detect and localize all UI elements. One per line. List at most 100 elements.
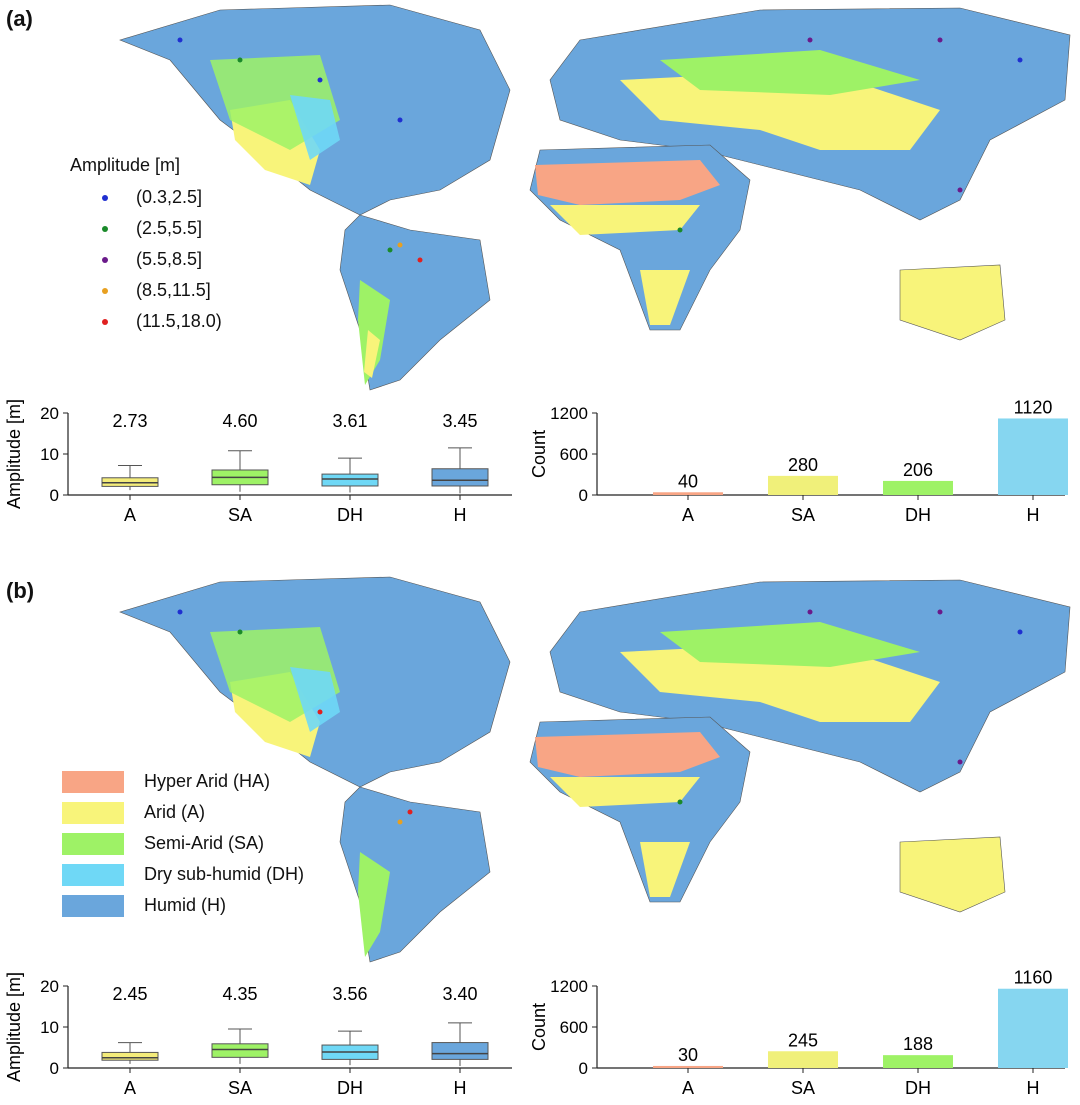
box bbox=[431, 1042, 489, 1060]
x-tick-label: DH bbox=[337, 1078, 363, 1098]
amplitude-legend-label: (0.3,2.5] bbox=[136, 187, 203, 207]
median-label: 3.56 bbox=[332, 984, 367, 1004]
amplitude-legend-swatch bbox=[102, 318, 108, 325]
river-points-a bbox=[177, 37, 1023, 263]
climate-legend-swatch bbox=[62, 863, 124, 886]
x-tick-label: A bbox=[682, 1078, 694, 1098]
x-tick-label: SA bbox=[228, 1078, 252, 1098]
climate-legend-label: Arid (A) bbox=[144, 802, 206, 822]
median-label: 3.45 bbox=[442, 411, 477, 431]
climate-legend-label: Dry sub-humid (DH) bbox=[144, 864, 305, 884]
climate-legend-item: Arid (A) bbox=[62, 797, 352, 828]
amplitude-legend-swatch bbox=[102, 225, 108, 232]
river-points-b bbox=[177, 609, 1023, 825]
y-tick-label: 0 bbox=[50, 486, 59, 505]
x-tick-label: H bbox=[1027, 505, 1040, 525]
bar-value-label: 1160 bbox=[1014, 968, 1053, 988]
y-tick-label: 20 bbox=[40, 404, 59, 423]
climate-legend-label: Hyper Arid (HA) bbox=[144, 771, 271, 791]
amplitude-legend-label: (11.5,18.0) bbox=[136, 311, 222, 331]
amplitude-legend-item: (11.5,18.0) bbox=[70, 306, 310, 337]
y-tick-label: 0 bbox=[579, 486, 588, 505]
x-tick-label: DH bbox=[905, 505, 931, 525]
climate-legend-item: Dry sub-humid (DH) bbox=[62, 859, 352, 890]
x-tick-label: A bbox=[124, 505, 136, 525]
climate-legend-item: Semi-Arid (SA) bbox=[62, 828, 352, 859]
x-tick-label: DH bbox=[337, 505, 363, 525]
amplitude-legend: Amplitude [m] (0.3,2.5] (2.5,5.5] (5.5,8.5… bbox=[70, 155, 310, 337]
median-label: 2.45 bbox=[112, 984, 147, 1004]
amplitude-legend-item: (0.3,2.5] bbox=[70, 182, 310, 213]
bar bbox=[998, 418, 1068, 495]
y-tick-label: 20 bbox=[40, 977, 59, 996]
box bbox=[431, 468, 489, 487]
median-label: 3.61 bbox=[332, 411, 367, 431]
median-label: 4.60 bbox=[222, 411, 257, 431]
x-tick-label: SA bbox=[791, 505, 815, 525]
x-tick-label: H bbox=[454, 1078, 467, 1098]
y-tick-label: 0 bbox=[579, 1059, 588, 1078]
afro-eurasia-landmass-a bbox=[529, 7, 1071, 341]
bar-value-label: 30 bbox=[678, 1045, 698, 1065]
box-plot-b: 0 10 20 Amplitude [m] A SA DH H 2.45 4.35 3.56 3.40 bbox=[4, 972, 512, 1098]
climate-legend-swatch bbox=[62, 832, 124, 855]
box bbox=[211, 1043, 269, 1058]
bar-value-label: 245 bbox=[788, 1030, 818, 1050]
amplitude-legend-label: (8.5,11.5] bbox=[136, 280, 211, 300]
climate-legend-swatch bbox=[62, 801, 124, 824]
x-tick-label: SA bbox=[791, 1078, 815, 1098]
x-tick-label: A bbox=[124, 1078, 136, 1098]
y-axis-label: Amplitude [m] bbox=[4, 399, 24, 509]
amplitude-legend-label: (5.5,8.5] bbox=[136, 249, 203, 269]
climate-legend-item: Humid (H) bbox=[62, 890, 352, 921]
climate-legend-swatch bbox=[62, 770, 124, 793]
amplitude-legend-label: (2.5,5.5] bbox=[136, 218, 203, 238]
bar bbox=[998, 988, 1068, 1068]
x-tick-label: H bbox=[1027, 1078, 1040, 1098]
bar-value-label: 188 bbox=[903, 1034, 933, 1054]
median-label: 3.40 bbox=[442, 984, 477, 1004]
x-tick-label: SA bbox=[228, 505, 252, 525]
x-tick-label: A bbox=[682, 505, 694, 525]
bar bbox=[768, 475, 838, 495]
y-tick-label: 600 bbox=[560, 1018, 588, 1037]
amplitude-legend-item: (8.5,11.5] bbox=[70, 275, 310, 306]
climate-legend-label: Humid (H) bbox=[144, 895, 227, 915]
y-tick-label: 600 bbox=[560, 445, 588, 464]
x-tick-label: DH bbox=[905, 1078, 931, 1098]
bar bbox=[883, 480, 953, 495]
afro-eurasia-landmass-b bbox=[529, 579, 1071, 913]
bar bbox=[653, 492, 723, 495]
world-map-a bbox=[119, 4, 1071, 391]
y-tick-label: 0 bbox=[50, 1059, 59, 1078]
climate-legend-swatch bbox=[62, 894, 124, 917]
amplitude-legend-item: (2.5,5.5] bbox=[70, 213, 310, 244]
bar-value-label: 280 bbox=[788, 455, 818, 475]
median-label: 2.73 bbox=[112, 411, 147, 431]
bar bbox=[883, 1055, 953, 1068]
y-tick-label: 10 bbox=[40, 445, 59, 464]
y-tick-label: 10 bbox=[40, 1018, 59, 1037]
amplitude-legend-swatch bbox=[102, 256, 108, 263]
y-axis-label: Count bbox=[529, 430, 549, 478]
amplitude-legend-item: (5.5,8.5] bbox=[70, 244, 310, 275]
y-tick-label: 1200 bbox=[550, 404, 588, 423]
americas-landmass-b bbox=[119, 576, 511, 963]
amplitude-legend-title: Amplitude [m] bbox=[70, 155, 181, 175]
box bbox=[101, 1051, 159, 1061]
panel-label-a: (a) bbox=[6, 6, 33, 31]
panel-label-b: (b) bbox=[6, 578, 35, 603]
bar-value-label: 1120 bbox=[1014, 397, 1053, 417]
y-tick-label: 1200 bbox=[550, 977, 588, 996]
x-tick-label: H bbox=[454, 505, 467, 525]
amplitude-legend-swatch bbox=[102, 287, 108, 294]
world-map-b bbox=[119, 576, 1071, 963]
bar bbox=[653, 1065, 723, 1068]
climate-legend-label: Semi-Arid (SA) bbox=[144, 833, 265, 853]
americas-landmass-a bbox=[119, 4, 511, 391]
box bbox=[321, 473, 379, 487]
amplitude-legend-swatch bbox=[102, 194, 108, 201]
bar bbox=[768, 1051, 838, 1068]
